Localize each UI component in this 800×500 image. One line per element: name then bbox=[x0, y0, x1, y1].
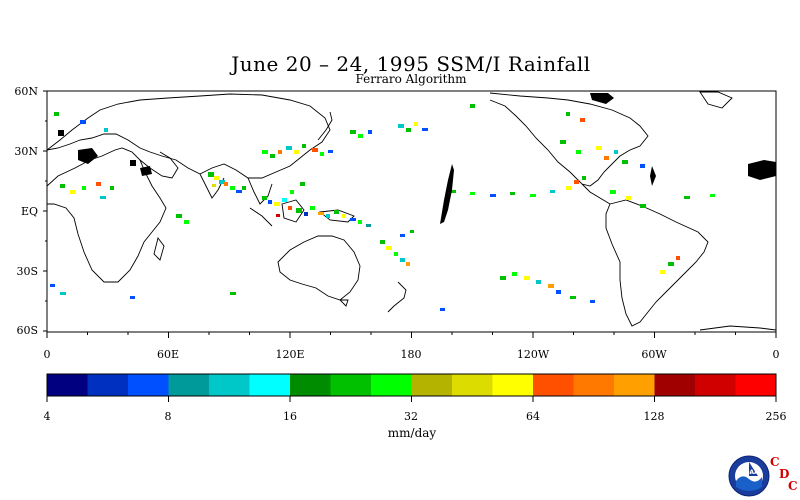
coast-antarctica bbox=[699, 325, 777, 331]
rain-southern-ocean bbox=[50, 272, 595, 311]
rain-indian-monsoon bbox=[208, 172, 246, 193]
cdc-letter-d: D bbox=[779, 467, 790, 481]
cdc-letter-c2: C bbox=[788, 479, 798, 493]
coast-australia bbox=[277, 235, 361, 301]
noaa-logo-icon bbox=[728, 455, 770, 497]
colorbar-label-64: 64 bbox=[526, 410, 540, 423]
rain-north-pacific bbox=[350, 104, 475, 138]
coast-seasia bbox=[247, 177, 273, 205]
colorbar-cell bbox=[614, 374, 655, 396]
colorbar-cell bbox=[87, 374, 129, 396]
cdc-letter-c1: C bbox=[770, 455, 780, 469]
noaa-logo-text: NOAA bbox=[739, 469, 759, 476]
colorbar-cell bbox=[128, 374, 169, 396]
map-title: June 20 – 24, 1995 SSM/I Rainfall bbox=[231, 52, 591, 76]
colorbar-cell bbox=[330, 374, 372, 396]
lon-label-60e: 60E bbox=[156, 348, 180, 361]
lat-label-30s: 30S bbox=[16, 265, 38, 278]
lon-label-0: 0 bbox=[43, 348, 51, 361]
coast-india bbox=[199, 173, 225, 199]
colorbar bbox=[47, 374, 777, 396]
coast-borneo bbox=[281, 199, 305, 223]
colorbar-cell bbox=[411, 374, 453, 396]
lon-label-180: 180 bbox=[400, 348, 422, 361]
colorbar-label-8: 8 bbox=[164, 410, 172, 423]
lon-label-60w: 60W bbox=[641, 348, 667, 361]
rain-atlantic-africa bbox=[54, 112, 189, 224]
colorbar-cell bbox=[47, 374, 88, 396]
rain-americas bbox=[560, 112, 715, 274]
map-subtitle: Ferraro Algorithm bbox=[355, 72, 467, 86]
coast-southamerica bbox=[605, 199, 709, 327]
coast-newzealand bbox=[387, 281, 407, 313]
coast-sumatra bbox=[249, 207, 273, 227]
coast-madagascar bbox=[153, 236, 165, 261]
colorbar-cell bbox=[654, 374, 696, 396]
lon-label-0-end: 0 bbox=[772, 348, 780, 361]
rain-east-pacific-itcz bbox=[450, 176, 586, 197]
lat-label-eq: EQ bbox=[20, 205, 38, 218]
colorbar-label-16: 16 bbox=[283, 410, 297, 423]
coast-africa bbox=[46, 147, 167, 283]
colorbar-cell bbox=[695, 374, 736, 396]
colorbar-cell bbox=[573, 374, 615, 396]
map-frame bbox=[46, 90, 777, 333]
missing-data bbox=[58, 93, 776, 224]
colorbar-unit: mm/day bbox=[387, 426, 437, 440]
lat-label-60s: 60S bbox=[16, 324, 38, 337]
rain-maritime-continent bbox=[262, 182, 371, 227]
coast-japan bbox=[317, 111, 333, 141]
coast-greenland bbox=[699, 91, 733, 109]
rain-south-pacific bbox=[380, 230, 414, 266]
lat-label-60n: 60N bbox=[14, 85, 38, 98]
colorbar-label-4: 4 bbox=[43, 410, 51, 423]
colorbar-label-256: 256 bbox=[765, 410, 787, 423]
noaa-cdc-logo: NOAA C D C bbox=[728, 455, 798, 497]
coast-tasmania bbox=[338, 299, 349, 307]
lon-ticks bbox=[46, 332, 777, 338]
lon-label-120e: 120E bbox=[275, 348, 305, 361]
colorbar-cell bbox=[290, 374, 331, 396]
lon-label-120w: 120W bbox=[516, 348, 550, 361]
colorbar-label-32: 32 bbox=[404, 410, 418, 423]
colorbar-cell bbox=[371, 374, 412, 396]
colorbar-ticks bbox=[46, 396, 777, 402]
colorbar-cell bbox=[735, 374, 777, 396]
colorbar-cell bbox=[533, 374, 574, 396]
lat-label-30n: 30N bbox=[14, 145, 38, 158]
coast-eurasia bbox=[46, 93, 331, 179]
colorbar-cell bbox=[452, 374, 493, 396]
colorbar-cell bbox=[209, 374, 250, 396]
coast-centralamerica bbox=[581, 183, 611, 205]
colorbar-cell bbox=[249, 374, 291, 396]
colorbar-label-128: 128 bbox=[643, 410, 665, 423]
rain-east-asia bbox=[262, 144, 333, 158]
lat-ticks bbox=[43, 90, 47, 332]
coastlines bbox=[46, 91, 777, 331]
colorbar-cell bbox=[168, 374, 210, 396]
colorbar-cell bbox=[492, 374, 534, 396]
coast-northamerica bbox=[489, 92, 649, 187]
